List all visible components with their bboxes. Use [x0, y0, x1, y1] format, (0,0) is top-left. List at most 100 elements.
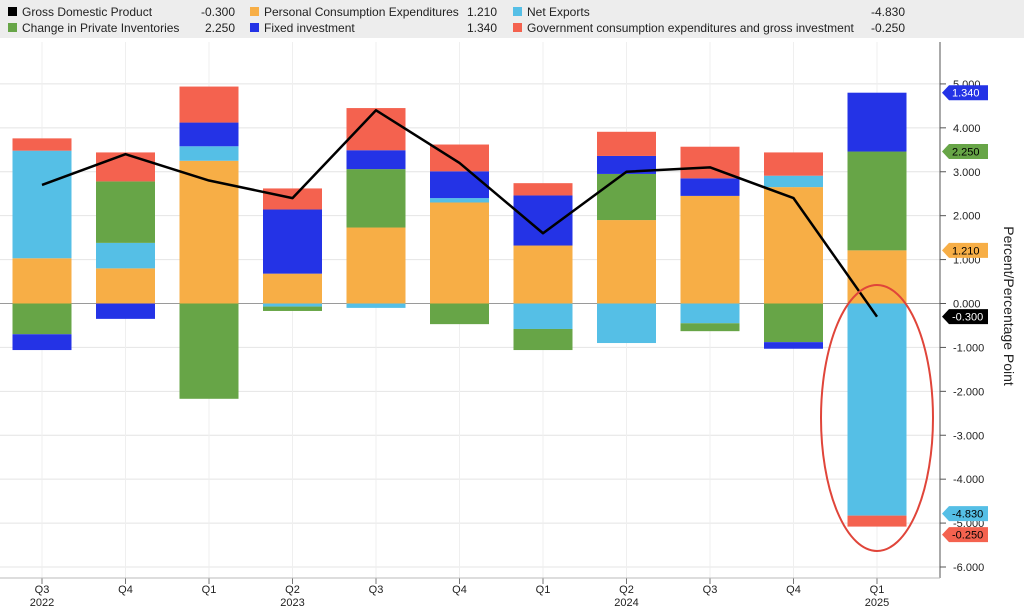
bar-segment	[13, 151, 72, 259]
legend-swatch	[8, 23, 17, 32]
y-tick-label: 2.000	[953, 211, 981, 223]
bar-segment	[681, 178, 740, 196]
axis-tag-label: -4.830	[952, 509, 983, 521]
x-tick-label: Q3	[369, 584, 384, 596]
legend-label: Fixed investment	[264, 21, 355, 35]
axis-tag-label: -0.250	[952, 530, 983, 542]
bar-segment	[263, 274, 322, 304]
x-tick-label: Q1	[536, 584, 551, 596]
y-tick-label: 4.000	[953, 123, 981, 135]
bar-segment	[764, 176, 823, 187]
x-tick-label: Q2	[619, 584, 634, 596]
bar-segment	[180, 304, 239, 399]
bar-segment	[347, 304, 406, 308]
legend-value: 1.340	[467, 21, 497, 35]
bar-segment	[263, 210, 322, 274]
bar-segment	[180, 123, 239, 147]
x-tick-label: Q3	[35, 584, 50, 596]
x-year-label: 2024	[614, 597, 638, 608]
bar-segment	[681, 196, 740, 304]
bar-segment	[430, 202, 489, 303]
bar-segment	[13, 304, 72, 335]
x-year-label: 2022	[30, 597, 54, 608]
bar-segment	[96, 243, 155, 268]
axis-tag-label: 2.250	[952, 147, 980, 159]
legend-label: Gross Domestic Product	[22, 5, 153, 19]
x-tick-label: Q3	[703, 584, 718, 596]
axis-tag: -0.250	[942, 527, 988, 542]
legend-swatch	[8, 7, 17, 16]
axis-tag: 1.210	[942, 243, 988, 258]
bar-segment	[764, 152, 823, 175]
bar-segment	[597, 132, 656, 156]
legend-value: 2.250	[205, 21, 235, 35]
bar-segment	[13, 334, 72, 350]
bar-segment	[347, 150, 406, 169]
bar-segment	[764, 342, 823, 349]
bar-segment	[13, 138, 72, 150]
bar-segment	[263, 304, 322, 307]
axis-tag-label: -0.300	[952, 312, 983, 324]
y-tick-label: -2.000	[953, 386, 984, 398]
x-year-label: 2025	[865, 597, 889, 608]
bar-segment	[430, 198, 489, 202]
x-tick-label: Q1	[202, 584, 217, 596]
bar-segment	[13, 258, 72, 303]
axis-tag: -0.300	[942, 309, 988, 324]
bar-segment	[681, 304, 740, 324]
bar-segment	[848, 93, 907, 152]
legend-label: Change in Private Inventories	[22, 21, 179, 35]
x-year-label: 2023	[280, 597, 304, 608]
bar-segment	[347, 228, 406, 304]
y-tick-label: 0.000	[953, 299, 981, 311]
bar-segment	[514, 329, 573, 350]
legend-value: 1.210	[467, 5, 497, 19]
legend-swatch	[250, 7, 259, 16]
bar-segment	[514, 246, 573, 304]
x-tick-label: Q4	[118, 584, 133, 596]
axis-tag: 2.250	[942, 144, 988, 159]
bar-segment	[430, 171, 489, 198]
y-tick-label: 3.000	[953, 167, 981, 179]
bar-segment	[597, 304, 656, 344]
bar-segment	[347, 169, 406, 227]
bar-segment	[597, 174, 656, 220]
bar-segment	[514, 195, 573, 245]
y-tick-label: -1.000	[953, 342, 984, 354]
bar-segment	[597, 220, 656, 303]
bar-segment	[96, 181, 155, 242]
bar-segment	[96, 268, 155, 303]
legend-swatch	[513, 23, 522, 32]
bar-segment	[848, 304, 907, 516]
bar-segment	[764, 304, 823, 343]
y-tick-label: -4.000	[953, 474, 984, 486]
axis-tag-label: 1.340	[952, 88, 980, 100]
bar-segment	[430, 304, 489, 325]
axis-tag: -4.830	[942, 506, 988, 521]
bar-segment	[263, 307, 322, 311]
bar-segment	[96, 304, 155, 319]
bar-segment	[180, 87, 239, 123]
bar-segment	[180, 161, 239, 304]
y-tick-label: -3.000	[953, 430, 984, 442]
y-tick-label: -6.000	[953, 562, 984, 574]
x-tick-label: Q4	[786, 584, 801, 596]
axis-tag-label: 1.210	[952, 245, 980, 257]
legend-swatch	[250, 23, 259, 32]
x-tick-label: Q2	[285, 584, 300, 596]
bar-segment	[514, 304, 573, 329]
bar-segment	[848, 516, 907, 527]
bar-segment	[96, 152, 155, 181]
legend-label: Government consumption expenditures and …	[527, 21, 855, 35]
y-axis-label: Percent/Percentage Point	[1001, 226, 1017, 386]
bar-segment	[347, 108, 406, 150]
bar-segment	[514, 183, 573, 195]
bar-segment	[848, 152, 907, 251]
bar-segment	[180, 146, 239, 160]
bar-segment	[764, 187, 823, 303]
legend-value: -0.250	[871, 21, 905, 35]
legend-label: Net Exports	[527, 5, 590, 19]
legend-value: -0.300	[201, 5, 235, 19]
